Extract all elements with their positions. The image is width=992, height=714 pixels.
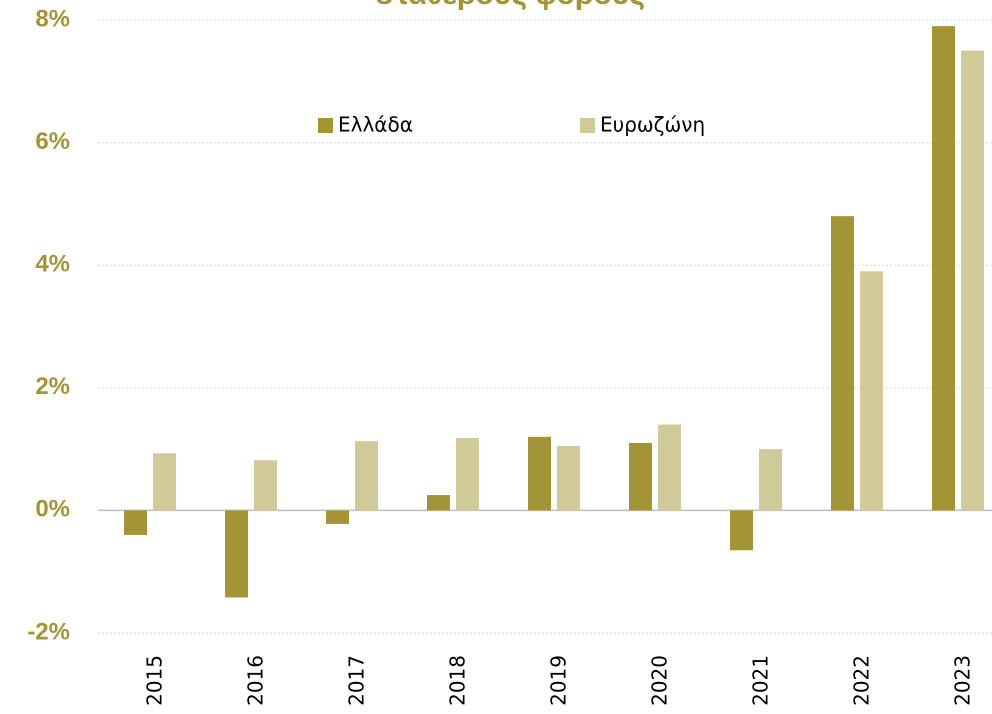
- bar: [961, 50, 984, 511]
- legend-label: Ευρωζώνη: [600, 113, 705, 137]
- bar: [254, 460, 277, 511]
- bar: [831, 216, 854, 511]
- y-tick-label: 2%: [35, 373, 70, 400]
- bar: [557, 446, 580, 511]
- bar: [730, 510, 753, 551]
- x-tick-label: 2021: [749, 655, 773, 706]
- legend-label: Ελλάδα: [338, 113, 413, 137]
- bar: [153, 453, 176, 511]
- bar: [629, 442, 652, 511]
- x-tick-label: 2017: [345, 655, 369, 706]
- bar: [528, 436, 551, 511]
- x-tick-label: 2016: [244, 655, 268, 706]
- x-tick-label: 2022: [850, 655, 874, 706]
- bar: [124, 510, 147, 535]
- y-tick-label: 4%: [35, 251, 70, 278]
- bar: [225, 510, 248, 598]
- bar: [932, 26, 955, 511]
- legend-swatch: [318, 118, 333, 133]
- x-tick-label: 2023: [951, 655, 975, 706]
- bar: [759, 449, 782, 511]
- bar: [326, 510, 349, 524]
- bar: [427, 495, 450, 511]
- bar: [355, 441, 378, 511]
- y-tick-label: 0%: [35, 496, 70, 523]
- bar: [456, 438, 479, 511]
- y-tick-label: -2%: [27, 618, 70, 645]
- bar: [658, 424, 681, 511]
- x-tick-label: 2018: [446, 655, 470, 706]
- x-tick-label: 2015: [143, 655, 167, 706]
- chart-title: σταθερούς φόρους: [375, 0, 645, 11]
- y-tick-label: 6%: [35, 128, 70, 155]
- bar: [860, 271, 883, 511]
- x-tick-label: 2020: [648, 655, 672, 706]
- y-tick-label: 8%: [35, 5, 70, 32]
- x-tick-label: 2019: [547, 655, 571, 706]
- legend-swatch: [580, 118, 595, 133]
